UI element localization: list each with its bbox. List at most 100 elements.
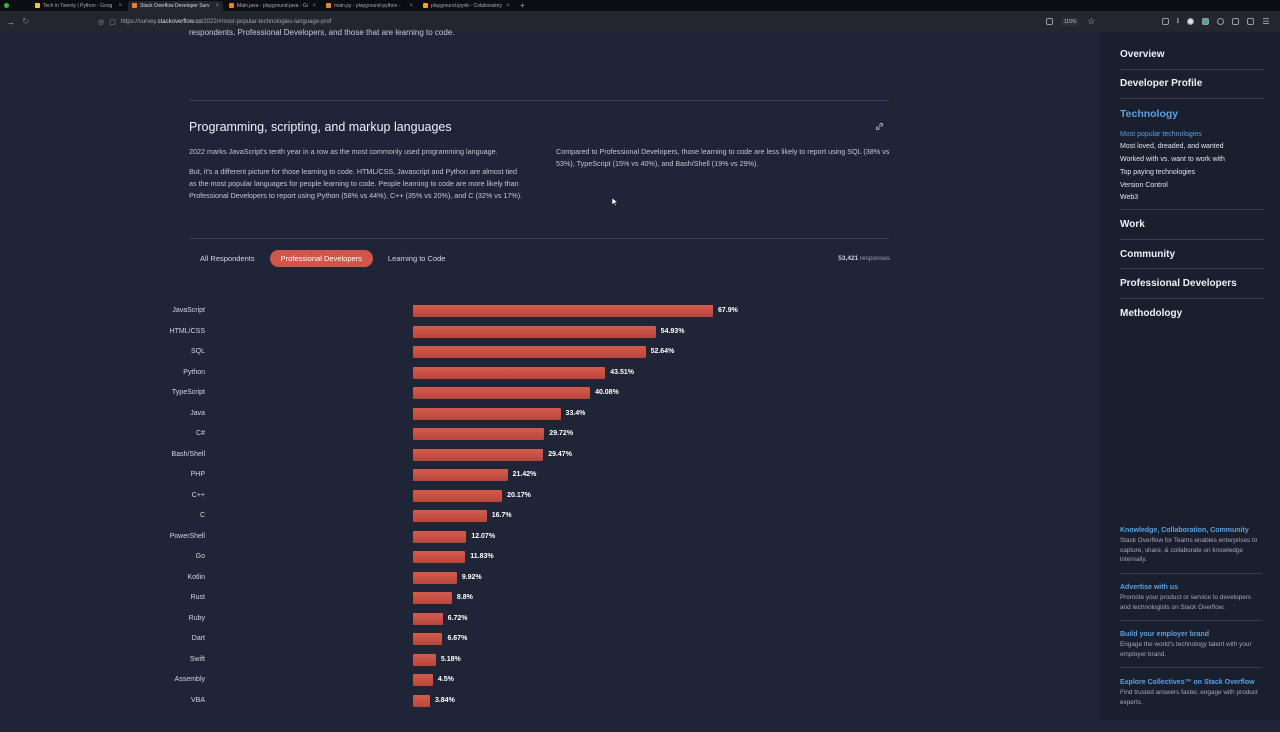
bar-label: Rust [190, 594, 205, 601]
bar[interactable] [413, 346, 646, 358]
tab-learning-to-code[interactable]: Learning to Code [387, 254, 446, 263]
tab-title: main.py - playground-python - [334, 2, 401, 9]
back-icon[interactable]: → [6, 16, 15, 27]
bar[interactable] [413, 366, 606, 379]
tab-close-icon[interactable]: × [312, 2, 316, 9]
bar-label: PowerShell [169, 532, 205, 540]
bar-row: Java 33.4% [0, 407, 900, 422]
screenshot-icon[interactable] [1232, 18, 1240, 25]
bar[interactable] [413, 612, 443, 625]
bar-label: Kotlin [187, 573, 205, 581]
zoom-level[interactable]: 110% [1061, 17, 1080, 26]
tab-close-icon[interactable]: × [118, 2, 122, 9]
sidebar-item-overview[interactable]: Overview [1120, 40, 1264, 70]
bar-row: PHP 21.42% [0, 469, 900, 483]
promo-title[interactable]: Advertise with us [1120, 584, 1178, 591]
sidebar-item-professional-developers[interactable]: Professional Developers [1120, 269, 1264, 299]
sidebar-item-methodology[interactable]: Methodology [1120, 308, 1183, 320]
bar-value-label: 16.7% [491, 512, 512, 519]
pocket-icon[interactable] [1161, 18, 1169, 25]
window-dot-icon[interactable] [4, 3, 9, 8]
browser-tab[interactable]: Stack Overflow Developer Surv × [128, 0, 223, 11]
bar-row: HTML/CSS 54.93% [0, 325, 900, 340]
bar-value-label: 20.17% [507, 491, 531, 499]
bar[interactable] [413, 407, 561, 420]
bar-label: Go [195, 553, 205, 560]
divider [1120, 620, 1262, 621]
bar[interactable] [413, 305, 713, 317]
bar-label: Ruby [188, 614, 205, 622]
tab-favicon-icon [423, 3, 428, 8]
bar[interactable] [413, 551, 466, 563]
browser-tab[interactable]: main.py - playground-python - × [322, 1, 417, 11]
bar-value-label: 6.72% [447, 614, 468, 622]
window-controls[interactable] [4, 3, 9, 8]
promo-title[interactable]: Explore Collectives™ on Stack Overflow [1120, 679, 1255, 686]
divider [189, 238, 889, 239]
bar[interactable] [413, 571, 457, 584]
tab-professional-developers[interactable]: Professional Developers [269, 250, 373, 267]
bar-label: TypeScript [171, 389, 205, 396]
browser-tab[interactable]: Main.java - playground-java - Gi × [225, 1, 320, 11]
permalink-icon[interactable] [875, 122, 884, 131]
survey-sidebar: Overview Developer Profile Technology Mo… [1100, 32, 1280, 720]
promo-text: Stack Overflow for Teams enables enterpr… [1120, 537, 1258, 563]
browser-tab[interactable]: Tech in Twenty | Python - Goog × [31, 1, 126, 11]
bar[interactable] [413, 448, 544, 461]
bar[interactable] [413, 428, 545, 440]
bar[interactable] [413, 489, 503, 502]
bar-label: Assembly [174, 676, 205, 683]
promo-teams: Knowledge, Collaboration, Community Stac… [1120, 527, 1262, 574]
bar[interactable] [413, 530, 467, 543]
sync-icon[interactable] [1217, 18, 1225, 25]
subnav-most-popular[interactable]: Most popular technologies [1120, 130, 1202, 138]
tab-title: playground.ipynb - Colaboratory [431, 2, 503, 9]
bar[interactable] [413, 653, 436, 666]
sidebar-item-developer-profile[interactable]: Developer Profile [1120, 70, 1264, 99]
subnav-web3[interactable]: Web3 [1120, 194, 1139, 202]
bar[interactable] [413, 469, 508, 481]
sidebar-item-technology[interactable]: Technology [1120, 107, 1179, 120]
bar-value-label: 3.84% [434, 696, 455, 704]
bar-value-label: 5.18% [440, 655, 461, 663]
bar[interactable] [413, 633, 443, 645]
menu-icon[interactable]: ☰ [1262, 17, 1270, 26]
puzzle-icon[interactable] [1247, 18, 1255, 25]
promo-title[interactable]: Knowledge, Collaboration, Community [1120, 527, 1249, 534]
tab-title: Stack Overflow Developer Surv [140, 2, 210, 9]
bar-row: SQL 52.64% [0, 346, 900, 360]
bar[interactable] [413, 510, 487, 522]
tab-all-respondents[interactable]: All Respondents [200, 254, 255, 263]
promo-title[interactable]: Build your employer brand [1120, 631, 1210, 638]
tab-close-icon[interactable]: × [215, 2, 219, 9]
subnav-most-loved[interactable]: Most loved, dreaded, and wanted [1120, 143, 1224, 151]
reader-icon[interactable] [1046, 18, 1053, 25]
bookmark-star-icon[interactable]: ☆ [1087, 16, 1096, 26]
account-icon[interactable] [1187, 18, 1195, 25]
new-tab-icon[interactable]: + [520, 1, 525, 10]
subnav-top-paying[interactable]: Top paying technologies [1120, 168, 1196, 176]
bar-row: Python 43.51% [0, 366, 900, 381]
subnav-version-control[interactable]: Version Control [1120, 181, 1168, 189]
bar[interactable] [413, 387, 591, 399]
toolbar-right: 110% ☆ ⭳ ☰ [1046, 15, 1269, 29]
shield-icon: ◎ [98, 18, 105, 26]
bar[interactable] [413, 674, 433, 686]
tab-close-icon[interactable]: × [409, 2, 413, 9]
bar[interactable] [413, 325, 656, 338]
subnav-worked-with[interactable]: Worked with vs. want to work with [1120, 156, 1225, 164]
bar[interactable] [413, 694, 430, 707]
bar[interactable] [413, 592, 452, 604]
download-icon[interactable]: ⭳ [1176, 15, 1180, 25]
address-bar[interactable]: ◎ ▢ https://survey.stackoverflow.co/2022… [98, 18, 1038, 26]
browser-tab[interactable]: playground.ipynb - Colaboratory × [419, 1, 514, 11]
bar-label: HTML/CSS [169, 327, 205, 335]
reload-icon[interactable]: ↻ [22, 16, 30, 26]
promo-text: Engage the world's technology talent wit… [1120, 641, 1252, 658]
extension-icon[interactable] [1202, 18, 1210, 25]
tab-close-icon[interactable]: × [506, 2, 510, 9]
sidebar-item-work[interactable]: Work [1120, 210, 1264, 240]
url-text: https://survey.stackoverflow.co/2022/#mo… [120, 18, 332, 25]
bar-value-label: 21.42% [512, 471, 537, 478]
sidebar-item-community[interactable]: Community [1120, 240, 1264, 270]
